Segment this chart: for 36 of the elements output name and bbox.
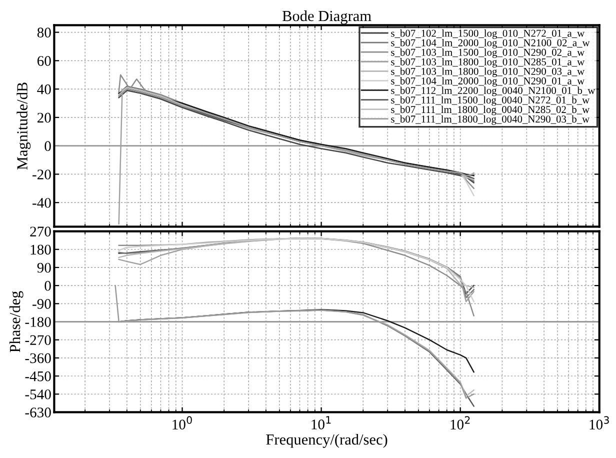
legend-label: s_b07_111_lm_1800_log_0040_N285_02_b_w [391, 106, 590, 116]
legend-label: s_b07_104_lm_2000_log_010_N290_01_a_w [391, 77, 585, 87]
y-tick-label: 270 [30, 226, 51, 236]
x-tick-label: 10$^{3}$ [590, 416, 609, 430]
y-tick-label: -270 [25, 335, 51, 346]
y-tick-label: 60 [37, 56, 51, 66]
y-tick-label: 90 [37, 262, 51, 273]
x-tick-label: 10$^{2}$ [450, 416, 470, 430]
chart-title: Bode Diagram [282, 10, 372, 24]
y-tick-label: -20 [32, 170, 51, 180]
x-tick-label: 10$^{1}$ [312, 416, 331, 430]
legend-label: s_b07_111_lm_1800_log_0040_N290_03_b_w [391, 115, 590, 125]
legend-label: s_b07_111_lm_1500_log_0040_N272_01_b_w [391, 96, 590, 106]
legend-label: s_b07_103_lm_1500_log_010_N290_02_a_w [391, 48, 585, 58]
y-tick-label: 80 [37, 28, 51, 38]
y-axis-title: Phase/deg [9, 291, 24, 352]
y-axis-title: Magnitude/dB [16, 82, 31, 170]
y-tick-label: 40 [37, 84, 51, 94]
x-tick-label: 10$^{0}$ [172, 416, 192, 430]
y-tick-label: 20 [37, 112, 51, 123]
y-tick-label: -180 [25, 317, 51, 327]
legend-label: s_b07_103_lm_1800_log_010_N285_01_a_w [391, 58, 585, 68]
y-tick-label: -630 [25, 408, 51, 418]
y-tick-label: 180 [30, 244, 51, 255]
x-axis-title: Frequency/(rad/sec) [266, 434, 388, 448]
y-tick-label: 0 [44, 141, 51, 152]
y-tick-label: -90 [32, 299, 51, 309]
legend-label: s_b07_103_lm_1800_log_010_N290_03_a_w [391, 68, 585, 78]
y-tick-label: -360 [25, 353, 51, 364]
y-tick-label: -40 [32, 198, 51, 208]
legend-label: s_b07_112_lm_2200_log_0040_N2100_01_b_w [391, 86, 596, 96]
legend-label: s_b07_104_lm_2000_log_010_N2100_02_a_w [391, 38, 590, 48]
y-tick-label: -450 [25, 371, 51, 382]
legend-label: s_b07_102_lm_1500_log_010_N272_01_a_w [391, 29, 585, 39]
y-tick-label: 0 [44, 280, 51, 291]
y-tick-label: -540 [25, 389, 51, 400]
